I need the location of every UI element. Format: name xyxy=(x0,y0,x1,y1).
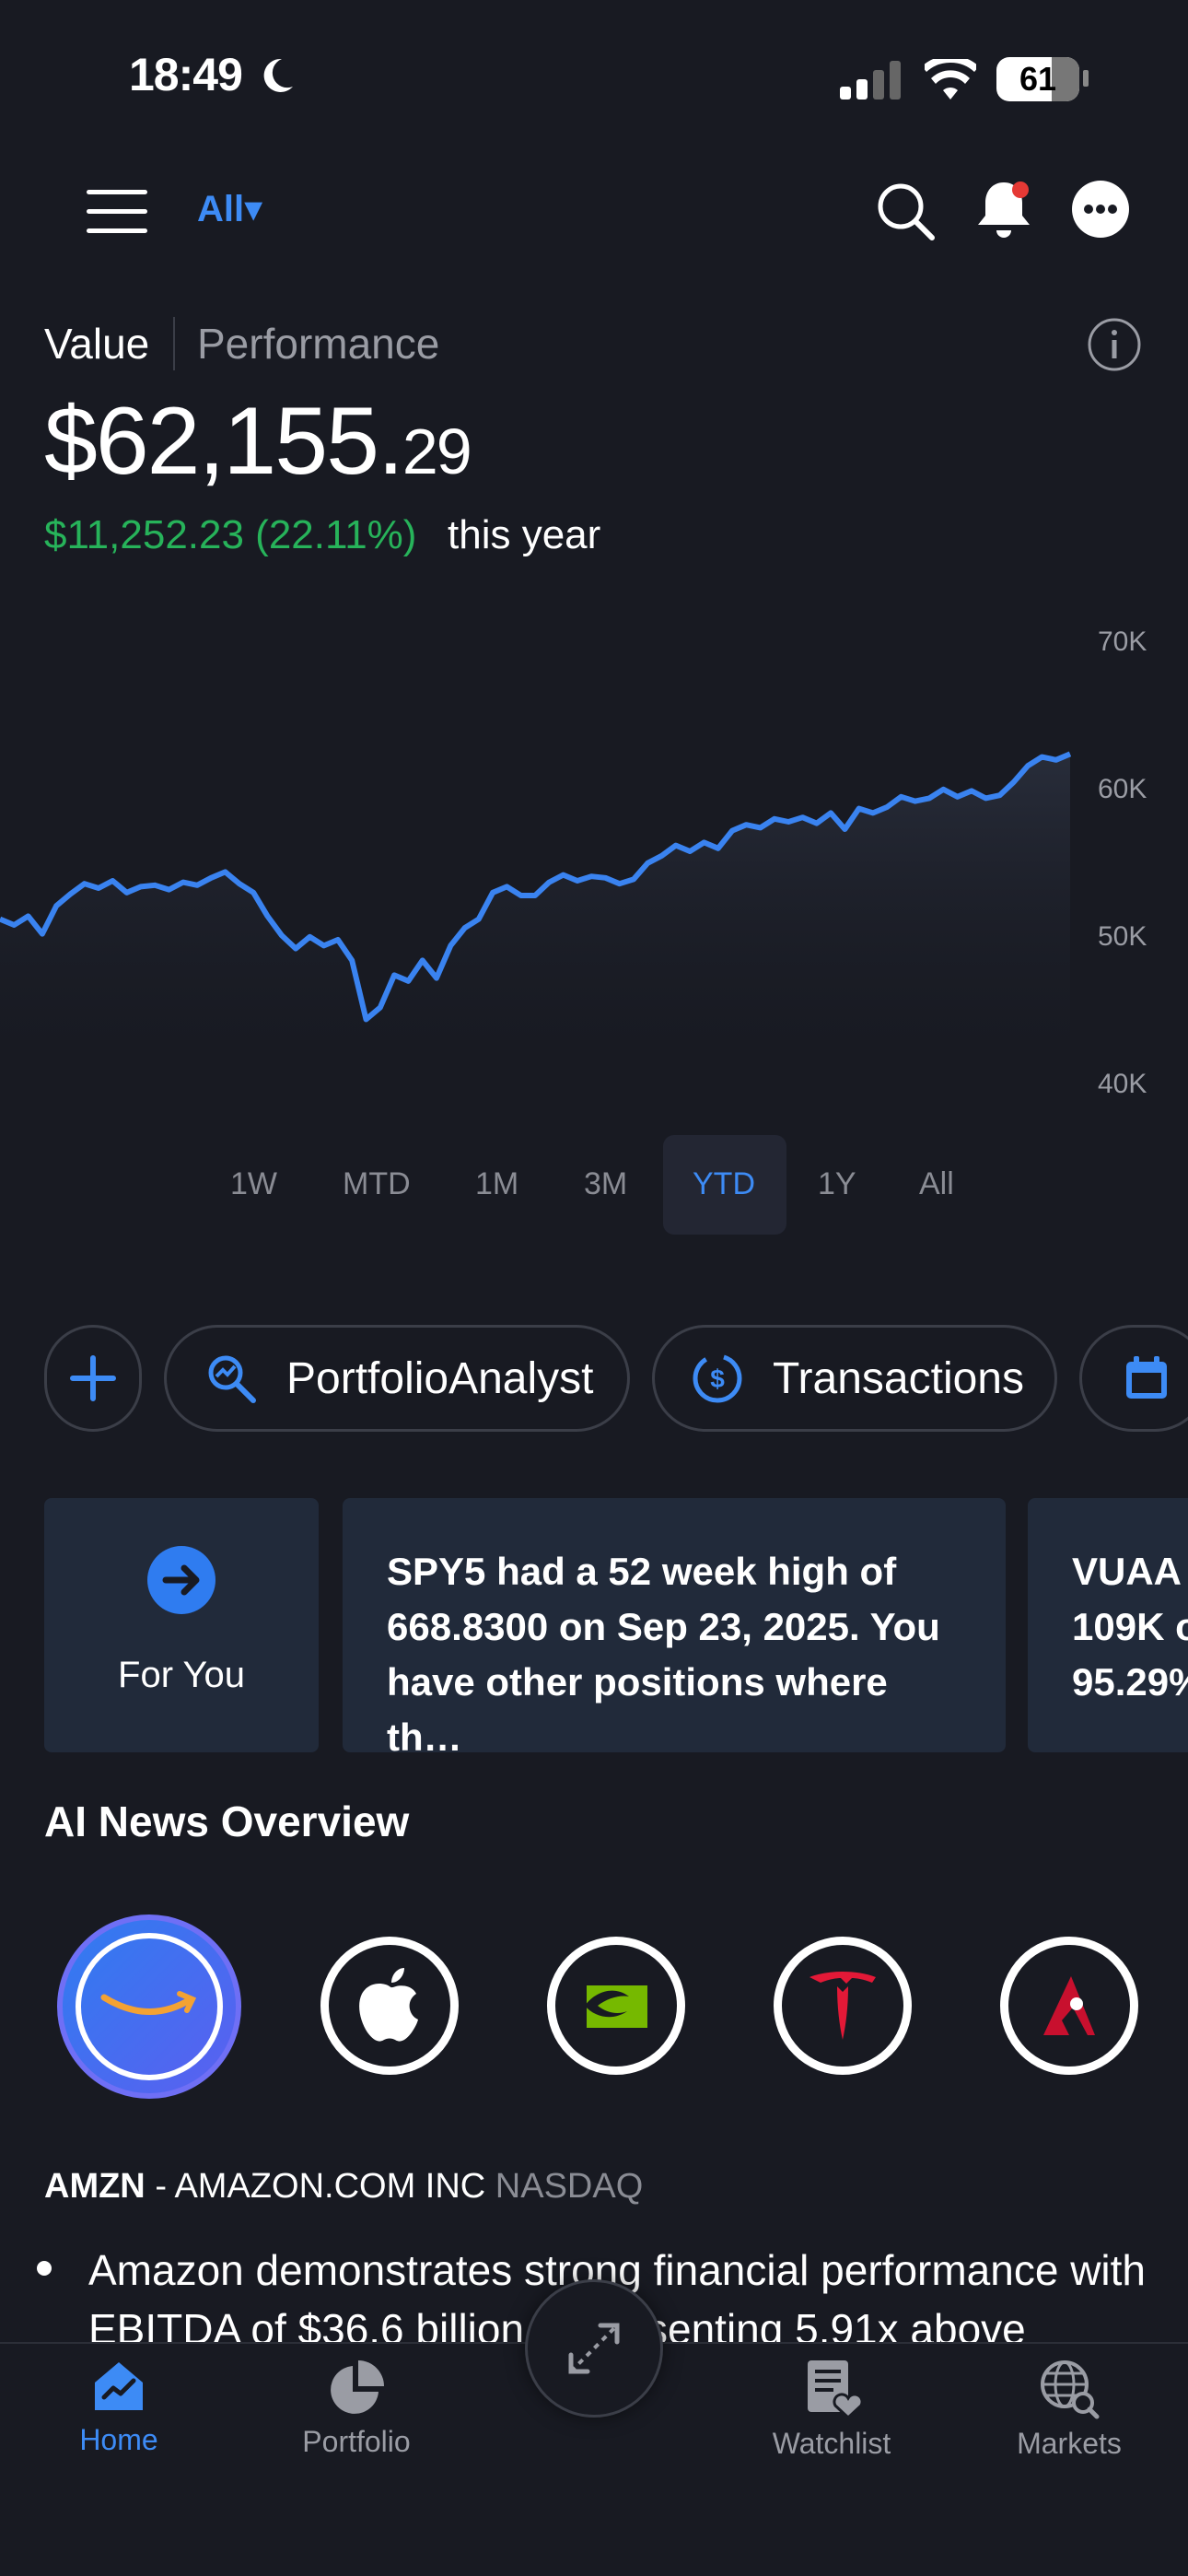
news-separator: - xyxy=(145,2167,175,2206)
ytd-gain-period: this year xyxy=(448,512,601,557)
insight-card[interactable]: SPY5 had a 52 week high of 668.8300 on S… xyxy=(343,1498,1006,1759)
bullet-dot xyxy=(37,2261,52,2276)
insight-card-partial-line-2: 109K o xyxy=(1072,1605,1188,1648)
tab-portfolio-label: Portfolio xyxy=(302,2425,411,2458)
analyst-icon xyxy=(208,1355,256,1403)
tab-markets[interactable]: Markets xyxy=(991,2359,1147,2461)
arista-logo[interactable] xyxy=(1000,1937,1138,2075)
account-filter-dropdown[interactable]: All▾ xyxy=(197,189,263,229)
trade-button[interactable] xyxy=(525,2279,663,2418)
tab-value[interactable]: Value xyxy=(44,320,150,368)
search-icon[interactable] xyxy=(875,181,936,241)
calendar-icon xyxy=(1126,1356,1167,1399)
insight-card-partial[interactable]: VUAA h 109K o 95.29% xyxy=(1028,1498,1188,1752)
tab-home-label: Home xyxy=(79,2423,158,2456)
insight-card-text: SPY5 had a 52 week high of 668.8300 on S… xyxy=(387,1550,940,1759)
notification-bell-icon[interactable] xyxy=(974,177,1033,241)
tab-watchlist[interactable]: Watchlist xyxy=(753,2359,910,2461)
add-button[interactable] xyxy=(44,1325,142,1432)
insight-card-partial-line-1: VUAA h xyxy=(1072,1550,1188,1593)
more-options-icon[interactable] xyxy=(1072,181,1129,238)
home-chart-icon xyxy=(95,2362,143,2410)
pie-chart-icon xyxy=(331,2360,384,2414)
portfolio-value-chart[interactable] xyxy=(0,590,1188,1106)
portfolio-analyst-button[interactable]: PortfolioAnalyst xyxy=(164,1325,630,1432)
battery-level: 61 xyxy=(1019,60,1057,98)
tab-markets-label: Markets xyxy=(1017,2427,1122,2460)
news-ticker: AMZN xyxy=(44,2167,146,2206)
ai-news-title: AI News Overview xyxy=(44,1797,410,1845)
signal-icon xyxy=(840,61,901,100)
range-1w[interactable]: 1W xyxy=(230,1166,277,1201)
watchlist-icon xyxy=(808,2360,861,2419)
y-tick-50k: 50K xyxy=(1098,921,1147,952)
info-icon[interactable] xyxy=(1087,317,1142,372)
news-exchange: NASDAQ xyxy=(495,2167,644,2206)
transactions-button[interactable]: $ Transactions xyxy=(652,1325,1057,1432)
portfolio-value: $62,155.29 xyxy=(44,387,472,497)
globe-search-icon xyxy=(1041,2360,1100,2419)
for-you-card[interactable]: For You xyxy=(44,1498,319,1752)
y-tick-40k: 40K xyxy=(1098,1069,1147,1099)
range-all[interactable]: All xyxy=(919,1166,954,1201)
portfolio-analyst-label: PortfolioAnalyst xyxy=(286,1353,594,1403)
amazon-smile-icon xyxy=(100,1991,197,2015)
apple-icon xyxy=(359,1968,418,2042)
y-tick-70k: 70K xyxy=(1098,626,1147,657)
wifi-icon xyxy=(925,59,976,100)
plus-icon xyxy=(70,1355,116,1401)
tesla-logo[interactable] xyxy=(774,1937,912,2075)
range-1y[interactable]: 1Y xyxy=(818,1166,856,1201)
news-company-name: AMAZON.COM INC xyxy=(174,2167,486,2206)
news-company-line: AMZN - AMAZON.COM INC NASDAQ xyxy=(44,2167,643,2207)
for-you-label: For You xyxy=(118,1655,245,1695)
tab-divider xyxy=(173,317,175,370)
range-3m[interactable]: 3M xyxy=(584,1166,628,1201)
tab-portfolio[interactable]: Portfolio xyxy=(278,2359,435,2459)
arista-icon xyxy=(1043,1976,1095,2035)
calendar-button[interactable] xyxy=(1079,1325,1188,1432)
insight-card-partial-line-3: 95.29% xyxy=(1072,1660,1188,1704)
y-tick-60k: 60K xyxy=(1098,774,1147,804)
tab-watchlist-label: Watchlist xyxy=(772,2427,891,2460)
battery-cap xyxy=(1083,70,1089,87)
tab-home[interactable]: Home xyxy=(41,2359,197,2457)
status-time: 18:49 xyxy=(129,49,243,100)
range-ytd[interactable]: YTD xyxy=(693,1166,755,1201)
range-mtd[interactable]: MTD xyxy=(343,1166,411,1201)
apple-logo[interactable] xyxy=(320,1937,459,2075)
moon-icon xyxy=(263,58,293,92)
nvidia-logo[interactable] xyxy=(547,1937,685,2075)
range-selected-highlight xyxy=(663,1135,786,1235)
amazon-logo[interactable] xyxy=(57,1914,241,2099)
nvidia-icon xyxy=(585,1985,647,2028)
transactions-label: Transactions xyxy=(773,1353,1024,1403)
svg-text:$: $ xyxy=(710,1364,725,1393)
chart-area-fill xyxy=(0,754,1070,1087)
ytd-gain: $11,252.23 (22.11%) xyxy=(44,512,417,557)
range-1m[interactable]: 1M xyxy=(475,1166,519,1201)
tab-performance[interactable]: Performance xyxy=(197,320,440,368)
menu-icon[interactable] xyxy=(87,190,147,233)
expand-arrows-icon xyxy=(568,2323,620,2374)
arrow-right-circle-icon xyxy=(147,1546,215,1614)
battery-icon: 61 xyxy=(996,57,1079,101)
transactions-icon: $ xyxy=(693,1353,742,1403)
portfolio-value-cents: 29 xyxy=(402,416,472,487)
portfolio-value-dollars: $62,155. xyxy=(44,388,404,495)
tesla-icon xyxy=(809,1972,876,2040)
